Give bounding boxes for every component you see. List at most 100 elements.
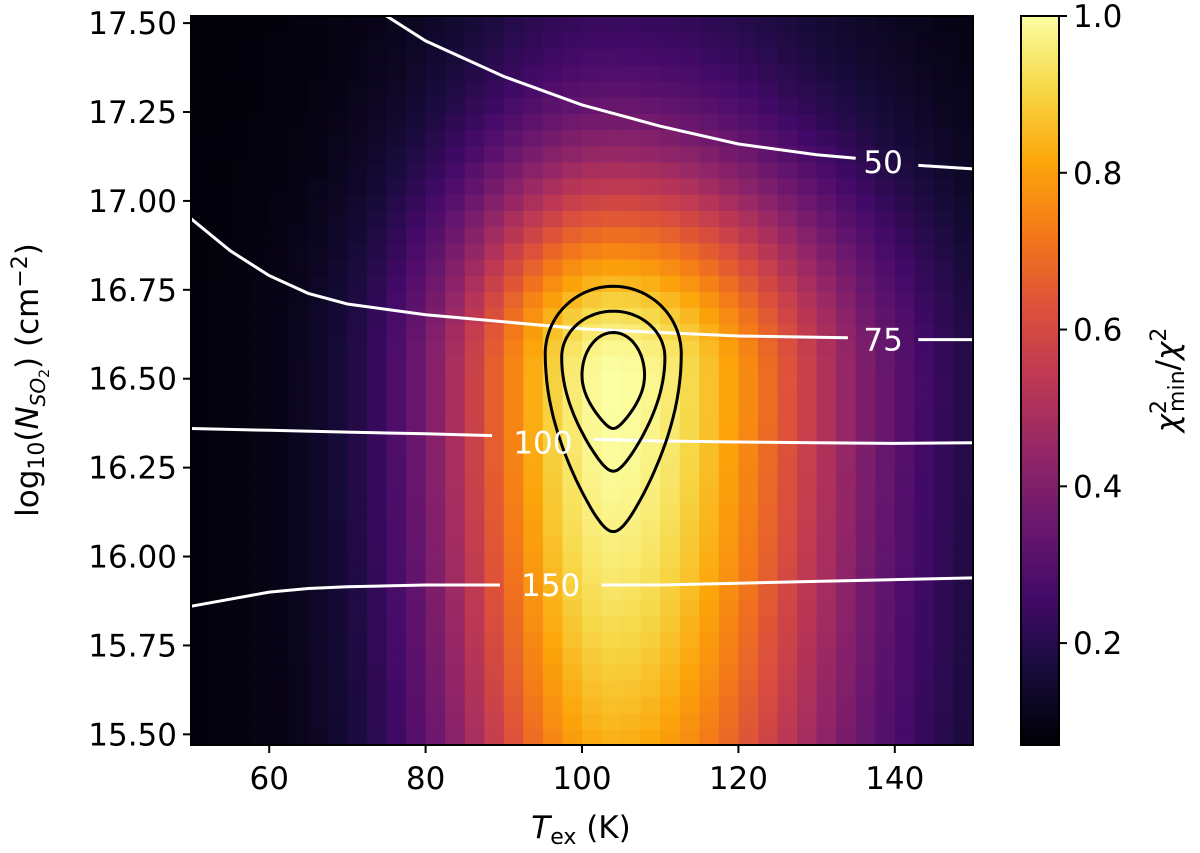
heatmap-cell	[816, 566, 837, 584]
heatmap-cell	[425, 485, 446, 503]
heatmap-cell	[777, 437, 798, 454]
heatmap-cell	[855, 48, 876, 66]
heatmap-cell	[503, 615, 524, 633]
heatmap-cell	[621, 32, 642, 49]
heatmap-cell	[757, 161, 779, 179]
heatmap-cell	[406, 566, 427, 584]
heatmap-cell	[366, 16, 388, 33]
heatmap-cell	[875, 307, 896, 325]
heatmap-cell	[953, 356, 973, 373]
heatmap-cell	[191, 404, 212, 422]
heatmap-cell	[386, 97, 407, 114]
heatmap-cell	[640, 80, 661, 98]
heatmap-cell	[855, 712, 876, 730]
heatmap-cell	[679, 372, 700, 390]
heatmap-cell	[836, 680, 857, 697]
heatmap-cell	[816, 113, 837, 130]
heatmap-cell	[875, 453, 896, 471]
heatmap-cell	[777, 356, 798, 373]
heatmap-cell	[836, 242, 857, 260]
heatmap-cell	[269, 32, 290, 49]
black-contours	[543, 284, 683, 534]
heatmap-cell	[464, 647, 485, 665]
heatmap-cell	[464, 194, 485, 211]
heatmap-cell	[230, 48, 251, 66]
heatmap-cell	[288, 696, 309, 714]
heatmap-cell	[816, 712, 837, 730]
heatmap-cell	[601, 404, 622, 422]
heatmap-cell	[484, 113, 505, 130]
heatmap-cell	[738, 631, 759, 649]
heatmap-cell	[484, 210, 505, 228]
heatmap-cell	[914, 178, 935, 195]
heatmap-cell	[933, 242, 955, 260]
heatmap-cell	[621, 16, 642, 33]
heatmap-cell	[406, 550, 427, 568]
heatmap-cell	[757, 16, 779, 33]
heatmap-cell	[542, 583, 564, 600]
heatmap-cell	[445, 291, 466, 309]
heatmap-cell	[191, 502, 212, 519]
colorbar-tick-label: 0.2	[1073, 626, 1122, 662]
heatmap-cell	[230, 145, 251, 163]
heatmap-cell	[797, 161, 818, 179]
heatmap-cell	[347, 307, 368, 325]
heatmap-cell	[484, 485, 505, 503]
heatmap-cell	[894, 291, 915, 309]
heatmap-cell	[327, 323, 348, 341]
heatmap-cell	[679, 680, 700, 697]
heatmap-cell	[816, 194, 837, 211]
heatmap-cell	[679, 534, 700, 552]
heatmap-cell	[621, 64, 642, 82]
heatmap-cell	[562, 372, 583, 390]
heatmap-cell	[582, 145, 603, 163]
heatmap-cell	[777, 453, 798, 471]
heatmap-cell	[249, 210, 270, 228]
heatmap-cell	[347, 615, 368, 633]
heatmap-cell	[640, 388, 661, 406]
heatmap-cell	[816, 518, 837, 535]
heatmap-cell	[386, 178, 407, 195]
heatmap-cell	[699, 32, 720, 49]
heatmap-cell	[425, 534, 446, 552]
heatmap-cell	[542, 194, 564, 211]
heatmap-cell	[523, 161, 544, 179]
heatmap-cell	[914, 421, 935, 438]
heatmap-cell	[875, 210, 896, 228]
heatmap-cell	[836, 194, 857, 211]
heatmap-cell	[855, 631, 876, 649]
heatmap-cell	[327, 485, 348, 503]
heatmap-cell	[230, 64, 251, 82]
heatmap-cell	[660, 550, 681, 568]
heatmap-cell	[777, 485, 798, 503]
heatmap-cell	[660, 712, 681, 730]
heatmap-cell	[660, 210, 681, 228]
heatmap-cell	[679, 226, 700, 244]
heatmap-cell	[503, 518, 524, 535]
heatmap-cell	[855, 534, 876, 552]
heatmap-cell	[660, 129, 681, 147]
heatmap-cell	[269, 372, 290, 390]
heatmap-cell	[562, 226, 583, 244]
heatmap-cell	[953, 664, 973, 681]
heatmap-cell	[894, 259, 915, 276]
heatmap-cell	[445, 178, 466, 195]
heatmap-cell	[738, 647, 759, 665]
colorbar-tick-label: 0.8	[1073, 156, 1122, 192]
heatmap-cell	[718, 485, 739, 503]
heatmap-cell	[542, 16, 564, 33]
heatmap-cell	[699, 712, 720, 730]
heatmap-cell	[503, 680, 524, 697]
heatmap-cell	[582, 194, 603, 211]
heatmap-cell	[347, 145, 368, 163]
heatmap-cell	[249, 323, 270, 341]
colorbar-axis: 0.20.40.60.81.0	[1059, 0, 1122, 662]
heatmap-cell	[640, 210, 661, 228]
heatmap-cell	[953, 194, 973, 211]
heatmap-cell	[464, 210, 485, 228]
heatmap-cell	[718, 469, 739, 487]
heatmap-cell	[953, 48, 973, 66]
heatmap-cell	[757, 518, 779, 535]
heatmap-cell	[386, 275, 407, 292]
heatmap-cell	[836, 80, 857, 98]
